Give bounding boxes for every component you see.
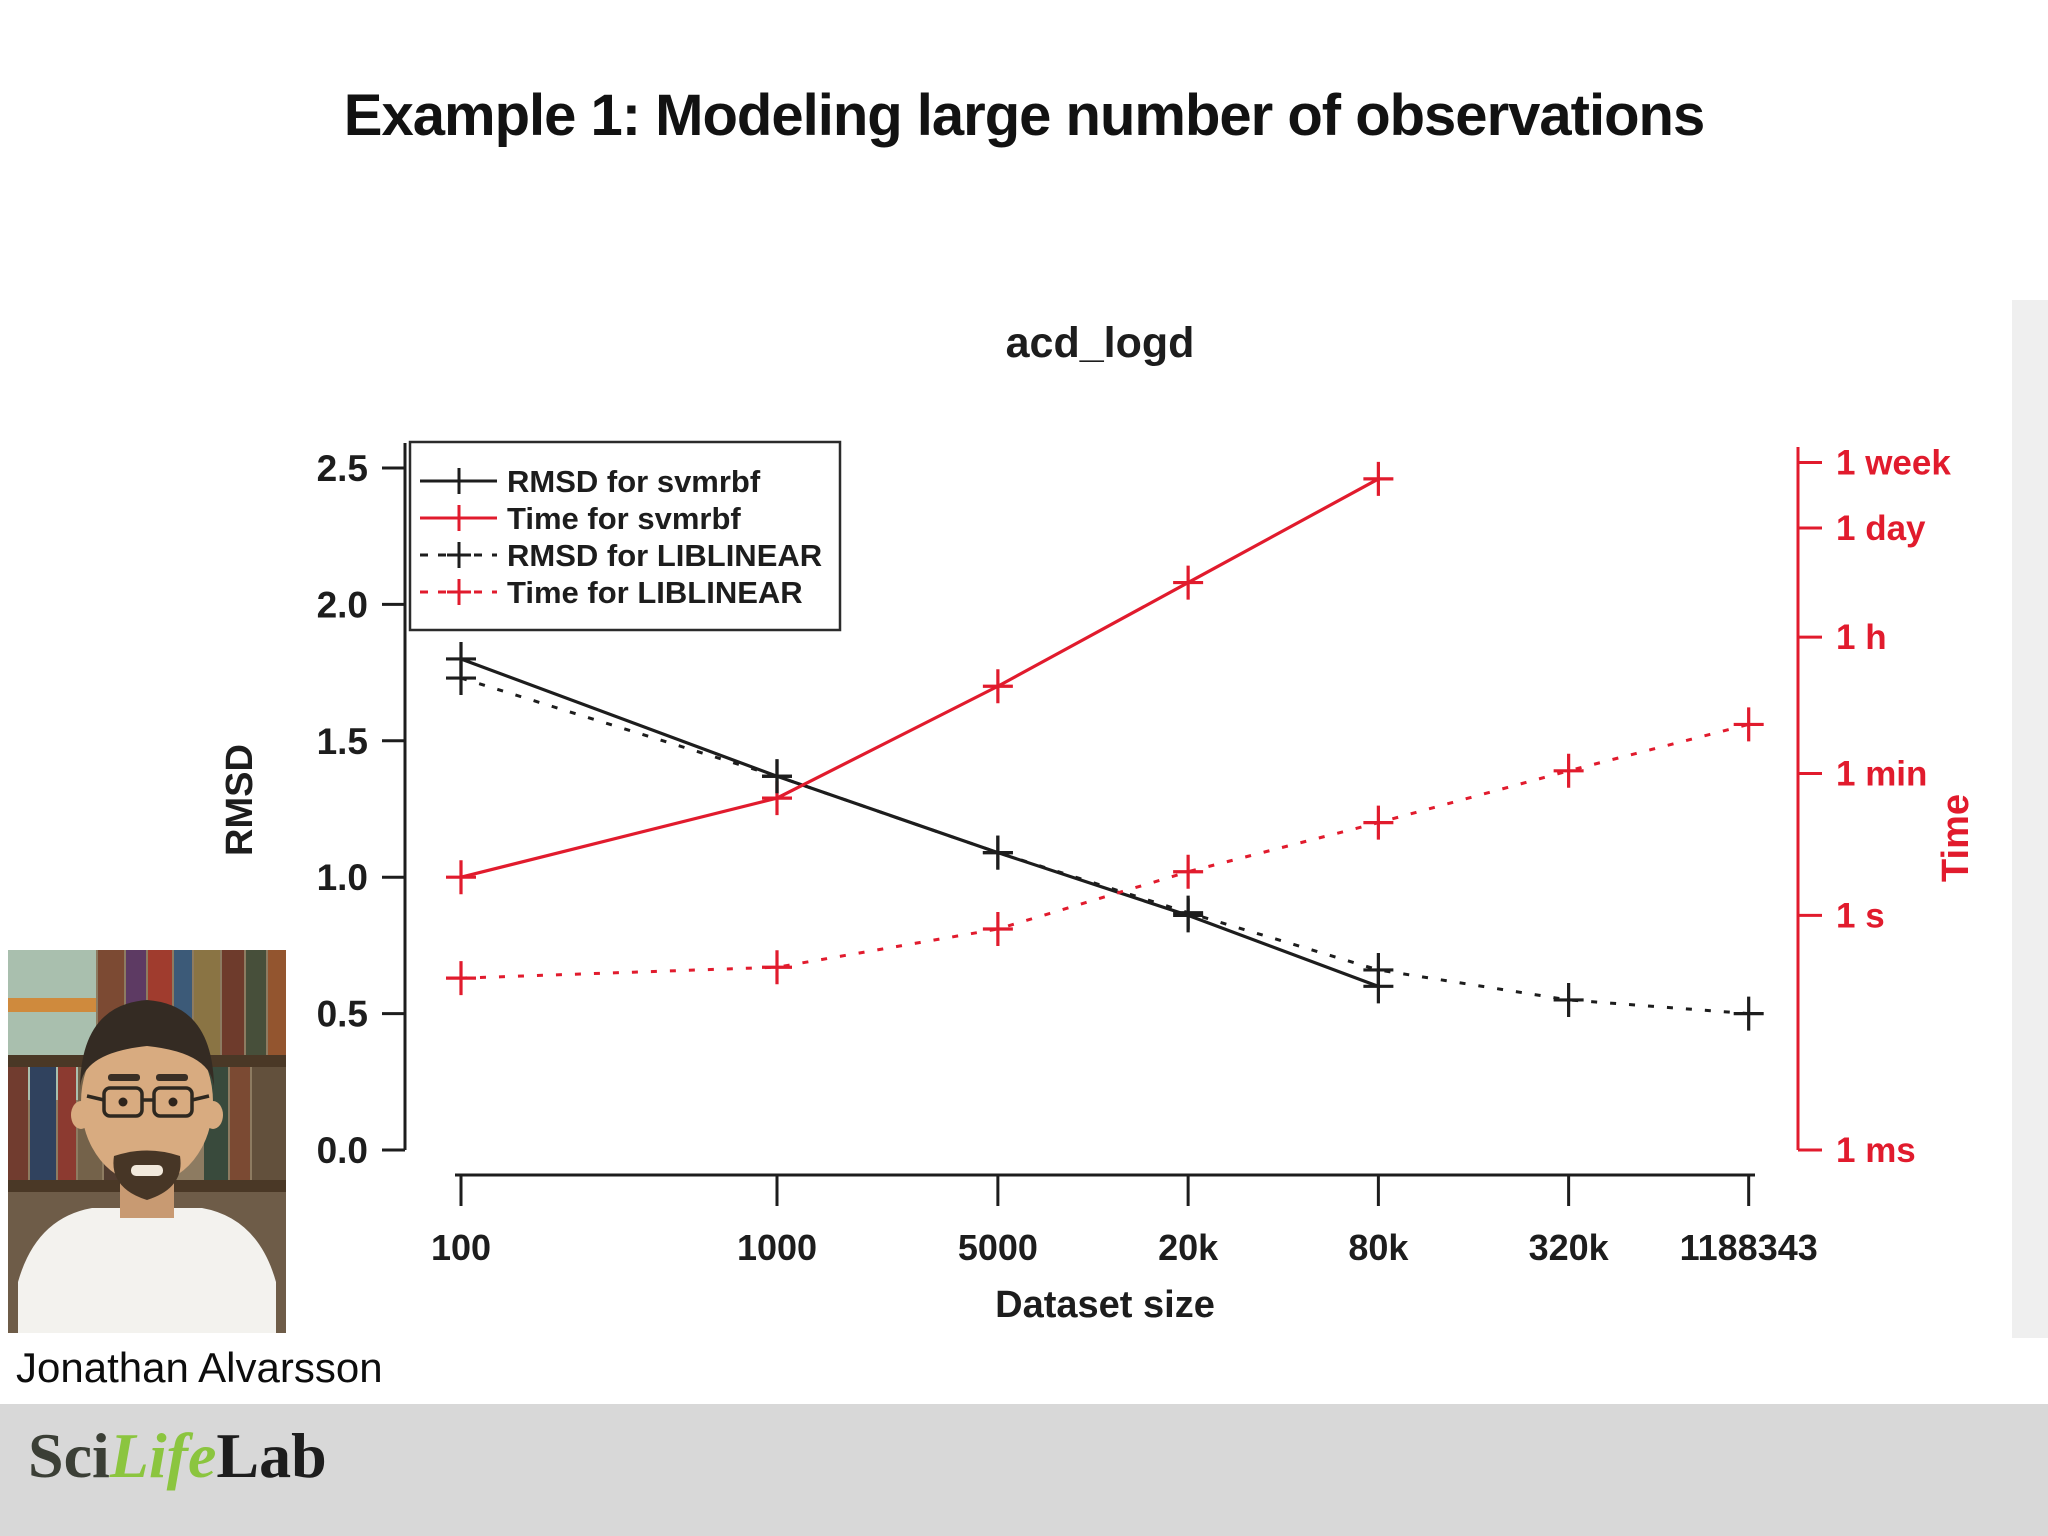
data-point-marker — [1553, 982, 1584, 1017]
y-axis-label-right: Time — [1935, 794, 1977, 882]
series-line-rmsd-for-svmrbf — [460, 657, 1379, 988]
legend-sample-marker — [447, 542, 471, 568]
author-photo — [8, 950, 286, 1333]
y-tick-label-left: 2.5 — [317, 448, 368, 489]
data-point-marker — [1363, 805, 1394, 840]
legend-sample-marker — [447, 505, 471, 531]
chart-title: acd_logd — [1006, 319, 1195, 367]
book-strip — [8, 998, 96, 1012]
legend-sample-marker — [447, 468, 471, 494]
series-line-time-for-liblinear — [460, 722, 1750, 980]
x-tick-label: 320k — [1529, 1227, 1610, 1268]
x-tick-label: 5000 — [958, 1227, 1038, 1268]
y-tick-label-left: 1.0 — [317, 857, 368, 898]
y-tick-label-left: 2.0 — [317, 584, 368, 625]
data-point-marker — [1363, 461, 1394, 496]
glasses — [86, 1086, 210, 1118]
x-tick-label: 20k — [1158, 1227, 1219, 1268]
x-axis-label: Dataset size — [995, 1284, 1215, 1326]
x-tick-label: 80k — [1348, 1227, 1409, 1268]
data-point-marker — [1553, 753, 1584, 788]
y-tick-label-left: 0.0 — [317, 1130, 368, 1171]
data-point-marker — [446, 860, 476, 895]
x-tick-label: 1000 — [737, 1227, 817, 1268]
data-point-marker — [982, 912, 1013, 947]
hair — [80, 1000, 214, 1090]
y-tick-label-right: 1 s — [1836, 896, 1885, 935]
series-line-rmsd-for-liblinear — [460, 676, 1749, 1016]
logo-lab: Lab — [216, 1420, 327, 1491]
y-axis-label-left: RMSD — [219, 744, 261, 856]
legend-sample-marker — [447, 579, 471, 605]
legend-label: RMSD for svmrbf — [507, 464, 761, 499]
data-point-marker — [1363, 952, 1394, 987]
y-tick-label-right: 1 min — [1836, 755, 1927, 794]
logo-sci: Sci — [28, 1420, 110, 1491]
data-point-marker — [1173, 895, 1204, 930]
x-tick-label: 100 — [431, 1227, 491, 1268]
y-tick-label-right: 1 ms — [1836, 1131, 1916, 1170]
plot-image-edge — [2012, 300, 2048, 1338]
data-point-marker — [982, 669, 1013, 704]
data-point-marker — [762, 950, 792, 985]
data-point-marker — [1733, 707, 1764, 742]
y-tick-label-left: 1.5 — [317, 721, 368, 762]
data-point-marker — [1733, 996, 1764, 1031]
person — [18, 1000, 276, 1333]
logo-life: Life — [109, 1420, 217, 1491]
smile — [131, 1165, 163, 1176]
data-point-marker — [1173, 854, 1204, 889]
legend-box — [408, 440, 842, 632]
data-point-marker — [982, 835, 1013, 870]
shirt — [18, 1208, 276, 1333]
slide-title: Example 1: Modeling large number of obse… — [343, 83, 1705, 148]
data-point-marker — [1173, 565, 1204, 600]
scilifelab-logo: SciLifeLab — [28, 1424, 327, 1488]
data-point-marker — [762, 759, 792, 794]
legend-label: Time for LIBLINEAR — [507, 575, 803, 610]
x-tick-label: 1188343 — [1680, 1227, 1818, 1268]
face — [81, 1020, 213, 1184]
y-tick-label-right: 1 day — [1836, 509, 1926, 548]
footer-bar: SciLifeLab — [0, 1404, 2048, 1536]
data-point-marker — [446, 961, 476, 996]
legend-label: Time for svmrbf — [507, 501, 741, 536]
y-tick-label-right: 1 week — [1836, 444, 1951, 483]
author-name: Jonathan Alvarsson — [16, 1344, 383, 1391]
y-tick-label-left: 0.5 — [317, 994, 368, 1035]
legend-label: RMSD for LIBLINEAR — [507, 538, 822, 573]
data-point-marker — [446, 661, 476, 696]
y-tick-label-right: 1 h — [1836, 618, 1887, 657]
